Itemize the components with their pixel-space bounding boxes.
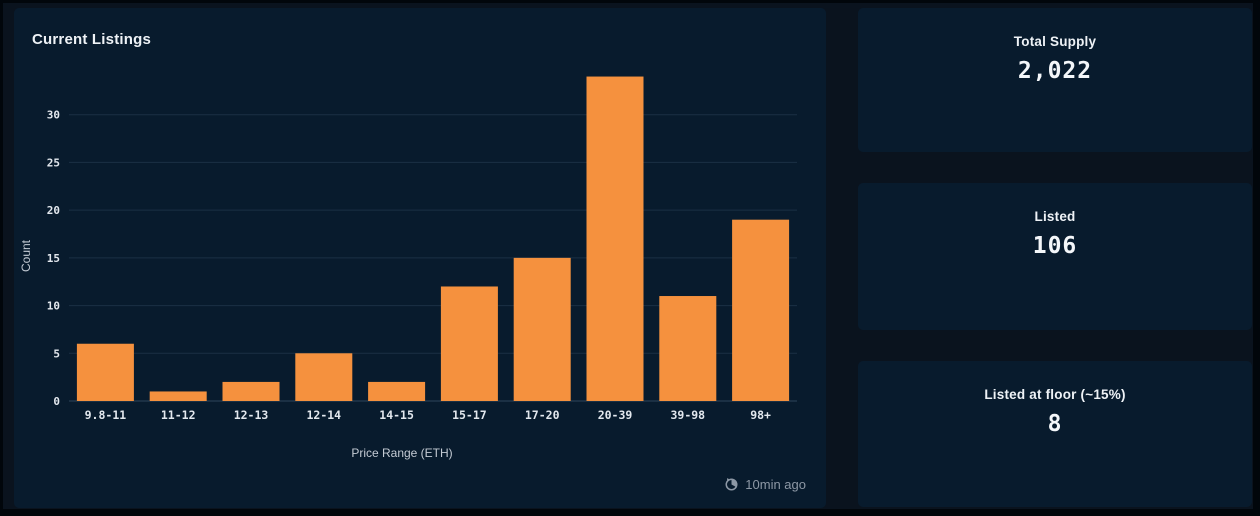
bar-12-13[interactable] (222, 381, 280, 401)
stat-card-listed-at-floor: Listed at floor (~15%) 8 (858, 361, 1252, 507)
y-tick-label: 25 (47, 156, 60, 169)
bars (76, 76, 790, 402)
y-tick-label: 20 (47, 204, 60, 217)
current-listings-card: Current Listings 0 5 10 15 20 25 30 9.8-11 11-12… (14, 8, 826, 508)
stat-value: 2,022 (1017, 58, 1093, 84)
x-tick-label: 15-17 (452, 408, 487, 422)
x-tick-label: 9.8-11 (85, 408, 127, 422)
y-tick-label: 0 (53, 395, 60, 408)
stat-label: Total Supply (1013, 34, 1097, 49)
bar-14-15[interactable] (368, 381, 426, 401)
x-tick-label: 12-14 (306, 408, 341, 422)
x-tick-label: 11-12 (161, 408, 196, 422)
y-axis-title: Count (19, 239, 33, 272)
bar-15-17[interactable] (440, 286, 498, 401)
x-tick-label: 20-39 (598, 408, 633, 422)
bar-12-14[interactable] (295, 353, 353, 401)
stat-value: 106 (1032, 233, 1078, 259)
y-tick-label: 5 (53, 347, 60, 360)
x-tick-label: 17-20 (525, 408, 560, 422)
x-axis-title: Price Range (ETH) (351, 446, 452, 460)
axis-ticks: 0 5 10 15 20 25 30 9.8-11 11-12 12-13 12-14 14-15 15… (47, 109, 771, 422)
bar-11-12[interactable] (149, 391, 207, 401)
stat-value: 8 (1047, 411, 1063, 437)
bar-chart: 0 5 10 15 20 25 30 9.8-11 11-12 12-13 12-14 14-15 15… (19, 76, 797, 460)
stat-card-listed: Listed 106 (858, 183, 1252, 330)
stat-label: Listed (1034, 209, 1076, 224)
last-updated: 10min ago (724, 477, 806, 492)
y-tick-label: 10 (47, 300, 60, 313)
bar-20-39[interactable] (586, 76, 644, 402)
stat-card-total-supply: Total Supply 2,022 (858, 8, 1252, 152)
y-tick-label: 30 (47, 109, 60, 122)
x-tick-label: 14-15 (379, 408, 414, 422)
bar-9.8-11[interactable] (76, 343, 134, 401)
history-clock-icon (725, 478, 738, 491)
x-tick-label: 12-13 (234, 408, 269, 422)
x-tick-label: 39-98 (670, 408, 705, 422)
dashboard-background: Current Listings 0 5 10 15 20 25 30 9.8-11 11-12… (3, 3, 1253, 509)
bar-17-20[interactable] (513, 257, 571, 401)
bar-98+[interactable] (732, 219, 790, 401)
chart-title: Current Listings (32, 31, 152, 48)
x-tick-label: 98+ (750, 408, 771, 422)
last-updated-label: 10min ago (745, 477, 806, 492)
bar-39-98[interactable] (659, 296, 717, 401)
y-tick-label: 15 (47, 252, 60, 265)
stat-label: Listed at floor (~15%) (984, 387, 1126, 402)
